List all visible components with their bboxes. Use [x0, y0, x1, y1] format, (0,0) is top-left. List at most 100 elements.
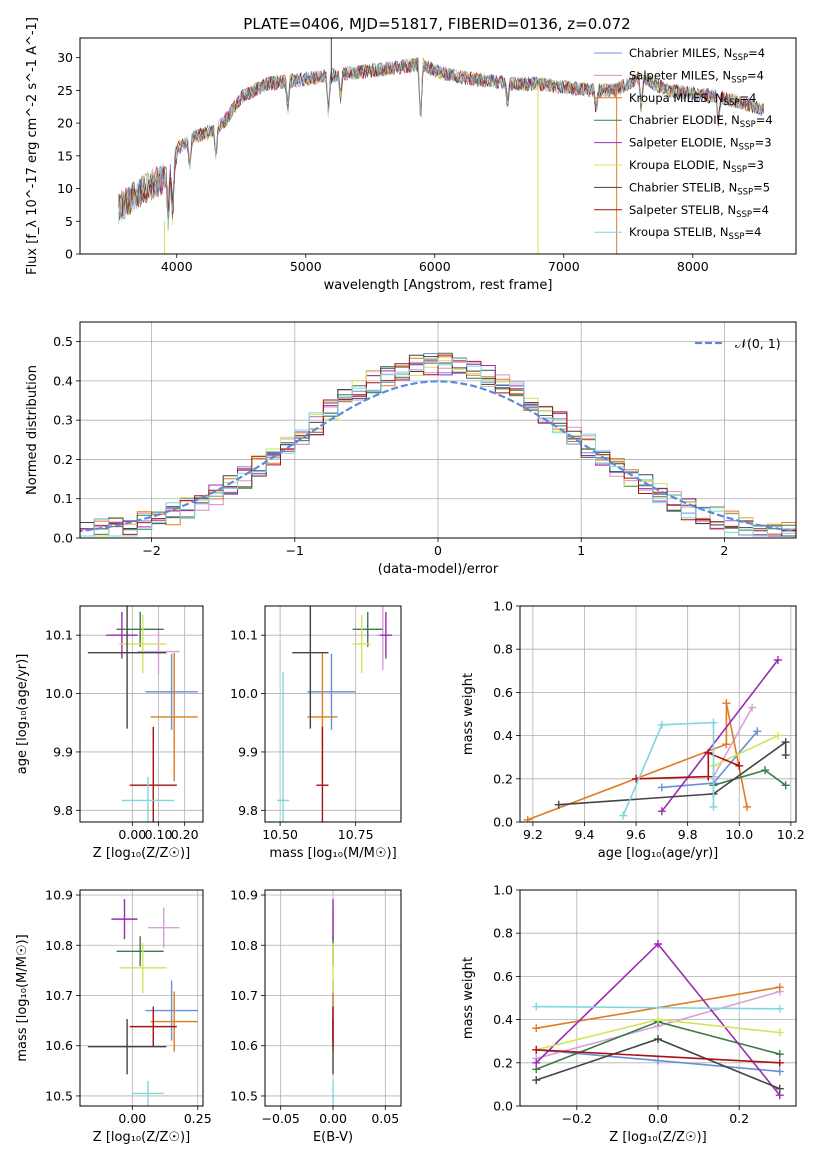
y-tick-label: 0.1	[53, 491, 73, 506]
x-tick-label: 9.2	[523, 827, 543, 842]
x-tick-label: 6000	[419, 259, 451, 274]
y-tick-label: 10.7	[230, 988, 258, 1003]
x-axis-label: Z [log₁₀(Z/Z☉)]	[93, 846, 190, 861]
mass-weight-marker	[775, 1004, 784, 1013]
panel-mass_vs_ebv: −0.05 0.00 0.05 10.5 10.6 10.7 10.8 10.9 E(B-V)	[230, 888, 402, 1145]
mass-weight-marker	[654, 1015, 662, 1024]
panel-residuals: −2 −1 0 1 2 0.0 0.1 0.2 0.3 0.4 0.5 (data-model)/er…	[25, 321, 797, 577]
y-tick-label: 5	[65, 214, 73, 229]
mass-weight-marker	[775, 1050, 784, 1059]
y-tick-label: 1.0	[493, 599, 513, 614]
mass-weight-marker	[704, 748, 713, 757]
mass-weight-marker	[532, 1058, 541, 1067]
x-tick-label: 10.50	[262, 827, 298, 842]
mass-weight-marker	[775, 1084, 784, 1093]
panel-age_vs_Z: 0.000.100.20 9.8 9.9 10.0 10.1 Z [log₁₀(Z/Z☉)…	[15, 605, 204, 861]
mass-weight-line	[713, 769, 787, 787]
y-tick-label: 9.9	[53, 744, 73, 759]
y-tick-label: 10.0	[45, 686, 73, 701]
axes-frame	[264, 889, 402, 1107]
spectrum-legend: Chabrier MILES, NSSP=4 Salpeter MILES, NS…	[594, 46, 773, 242]
mass-weight-marker	[654, 1035, 662, 1044]
x-axis-label: mass [log₁₀(M/M☉)]	[269, 846, 396, 861]
y-tick-label: 9.8	[53, 803, 73, 818]
x-tick-label: 4000	[161, 259, 193, 274]
plot-area	[80, 890, 203, 1106]
x-tick-label: 0.00	[319, 1111, 347, 1126]
x-tick-label: 0.2	[729, 1111, 749, 1126]
mass-weight-line	[712, 707, 753, 777]
mass-weight-marker	[523, 815, 532, 822]
y-tick-label: 10.0	[230, 686, 258, 701]
mass-weight-marker	[532, 1045, 541, 1054]
plot-area	[265, 890, 401, 1106]
y-tick-label: 0.3	[53, 413, 73, 428]
legend-label: Chabrier MILES, NSSP=4	[629, 46, 765, 63]
x-axis-label: Z [log₁₀(Z/Z☉)]	[609, 1130, 706, 1145]
y-tick-label: 15	[57, 148, 73, 163]
y-tick-label: 0.0	[53, 531, 73, 546]
mass-weight-marker	[704, 772, 713, 781]
mass-weight-marker	[748, 703, 757, 712]
plot-area	[520, 606, 796, 822]
y-axis-label: mass weight	[461, 957, 476, 1039]
mass-weight-marker	[554, 800, 563, 809]
mass-weight-marker	[735, 761, 744, 770]
panel-age_vs_mass: 10.50 10.75 9.8 9.9 10.0 10.1 mass [log₁₀(M/M☉…	[230, 605, 402, 861]
x-tick-label: 7000	[548, 259, 580, 274]
y-axis-label: Normed distribution	[25, 365, 40, 495]
mass-weight-marker	[781, 738, 790, 747]
y-tick-label: 0.6	[493, 685, 513, 700]
mass-weight-marker	[532, 1076, 541, 1085]
y-tick-label: 10.6	[230, 1038, 258, 1053]
x-tick-label: 10.0	[725, 827, 753, 842]
panel-mass_vs_Z: 0.00 0.25 10.5 10.6 10.7 10.8 10.9 Z [log₁₀(Z/Z…	[15, 888, 212, 1145]
mass-weight-line	[558, 740, 787, 806]
y-tick-label: 0.4	[493, 1012, 513, 1027]
axes-frame	[79, 605, 204, 823]
legend-label: Salpeter MILES, NSSP=4	[629, 68, 764, 85]
y-tick-label: 10.8	[230, 938, 258, 953]
y-tick-label: 0.2	[493, 771, 513, 786]
y-tick-label: 0.4	[53, 373, 73, 388]
x-tick-label: 0.00	[118, 1111, 146, 1126]
mass-weight-marker	[657, 783, 666, 792]
x-tick-label: 0.10	[145, 827, 173, 842]
y-tick-label: 0.2	[493, 1055, 513, 1070]
y-tick-label: 10.1	[45, 628, 73, 643]
mass-weight-marker	[775, 983, 784, 992]
x-tick-label: 0.00	[118, 827, 146, 842]
mass-weight-marker	[773, 731, 782, 740]
legend-label: Salpeter STELIB, NSSP=4	[629, 203, 769, 220]
mass-weight-line	[536, 1005, 780, 1010]
x-tick-label: 0.25	[184, 1111, 212, 1126]
mass-weight-marker	[709, 802, 718, 811]
y-tick-label: 0.4	[493, 728, 513, 743]
mass-weight-line	[661, 659, 779, 812]
mass-weight-line	[636, 751, 740, 780]
y-tick-label: 0.2	[53, 452, 73, 467]
x-tick-label: 9.8	[678, 827, 698, 842]
x-tick-label: −0.2	[562, 1111, 592, 1126]
mass-weight-marker	[722, 699, 731, 708]
y-axis-label: mass weight	[461, 673, 476, 755]
y-tick-label: 0	[65, 247, 73, 262]
y-tick-label: 10.6	[45, 1038, 73, 1053]
mass-weight-marker	[761, 766, 770, 775]
y-tick-label: 0.8	[493, 642, 513, 657]
y-tick-label: 25	[57, 83, 73, 98]
y-tick-label: 9.9	[238, 744, 258, 759]
y-tick-label: 10.9	[230, 888, 258, 903]
mass-weight-marker	[657, 807, 666, 816]
spectrum-line	[118, 58, 764, 230]
mass-weight-marker	[781, 781, 790, 790]
plot-area	[118, 38, 764, 254]
y-tick-label: 10.5	[230, 1088, 258, 1103]
axes-frame	[79, 889, 204, 1107]
panel-mass_weight_vs_Z: −0.2 0.0 0.2 0.0 0.2 0.4 0.6 0.8 1.0 Z [log₁₀(Z/Z…	[461, 883, 797, 1145]
histogram-step	[80, 358, 796, 537]
mass-weight-line	[713, 734, 779, 767]
x-tick-label: 2	[720, 543, 728, 558]
mass-weight-marker	[532, 1024, 541, 1033]
x-axis-label: age [log₁₀(age/yr)]	[598, 846, 719, 861]
